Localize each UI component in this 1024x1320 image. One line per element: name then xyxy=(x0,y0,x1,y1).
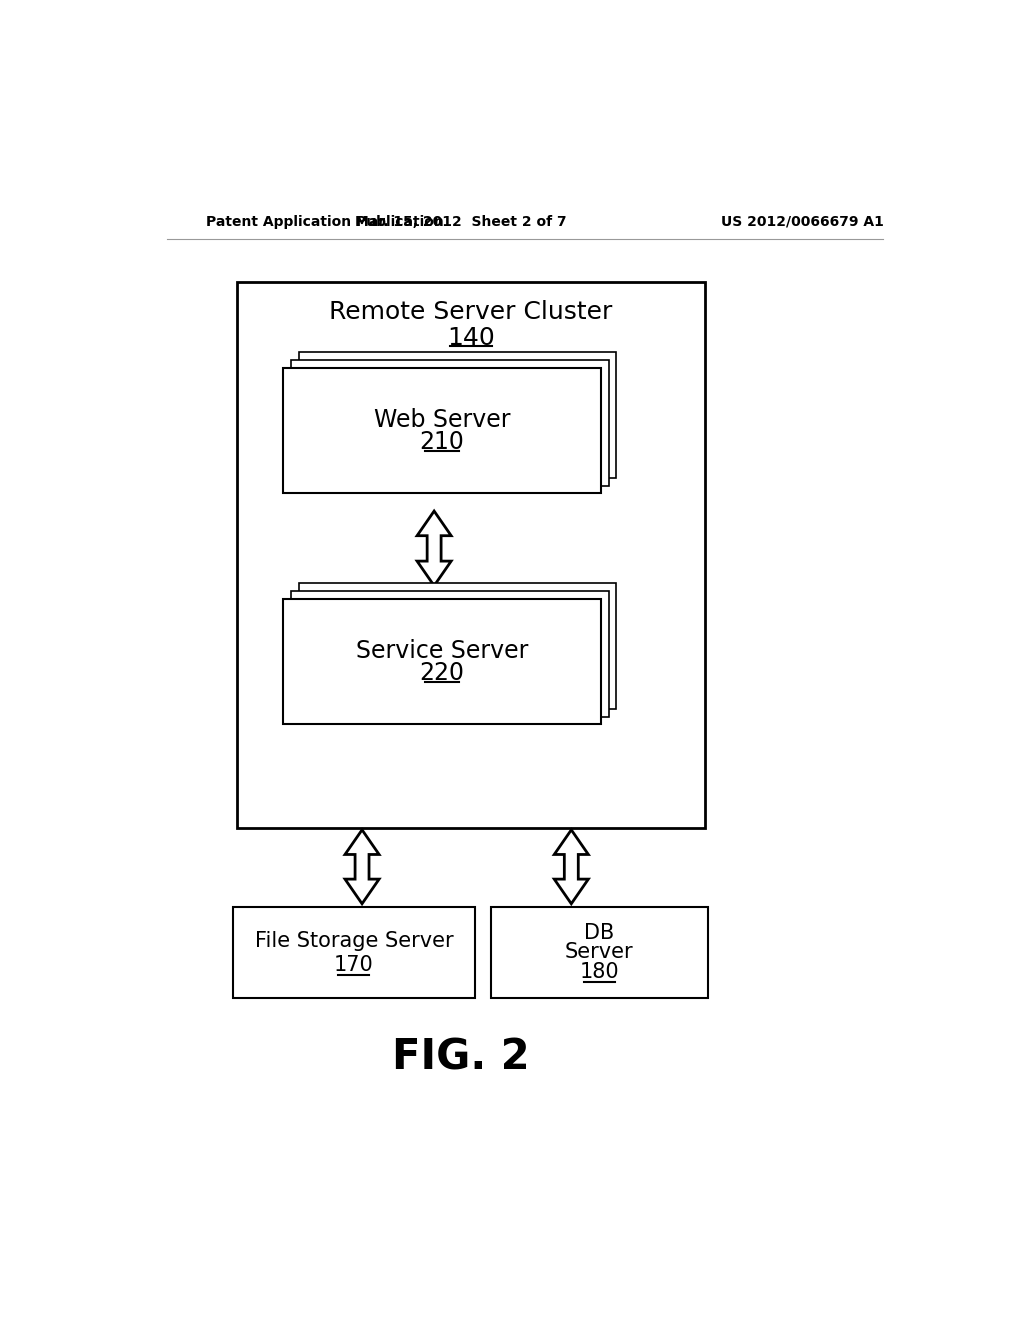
Bar xyxy=(283,368,601,494)
Text: US 2012/0066679 A1: US 2012/0066679 A1 xyxy=(721,215,884,228)
Text: FIG. 2: FIG. 2 xyxy=(392,1036,530,1078)
Polygon shape xyxy=(554,830,589,904)
Bar xyxy=(237,281,706,829)
Text: Mar. 15, 2012  Sheet 2 of 7: Mar. 15, 2012 Sheet 2 of 7 xyxy=(355,215,567,228)
Text: 180: 180 xyxy=(580,962,620,982)
Bar xyxy=(299,352,616,478)
Text: 170: 170 xyxy=(334,954,374,974)
Polygon shape xyxy=(345,830,379,904)
Text: Patent Application Publication: Patent Application Publication xyxy=(206,215,443,228)
Bar xyxy=(291,591,608,717)
Text: DB: DB xyxy=(584,923,614,942)
Bar xyxy=(291,360,608,486)
Text: Server: Server xyxy=(565,942,634,962)
Text: File Storage Server: File Storage Server xyxy=(255,932,454,952)
Bar xyxy=(232,907,475,998)
Text: Service Server: Service Server xyxy=(355,639,528,663)
Bar xyxy=(490,907,708,998)
Bar xyxy=(283,599,601,725)
Text: Remote Server Cluster: Remote Server Cluster xyxy=(330,301,612,325)
Text: 220: 220 xyxy=(420,661,464,685)
Polygon shape xyxy=(417,511,452,586)
Text: 210: 210 xyxy=(420,430,464,454)
Bar xyxy=(299,583,616,709)
Text: 140: 140 xyxy=(447,326,495,350)
Text: Web Server: Web Server xyxy=(374,408,510,432)
